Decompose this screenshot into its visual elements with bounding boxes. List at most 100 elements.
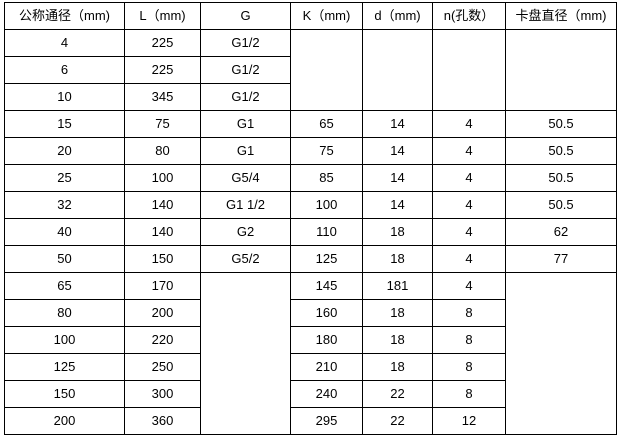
cell-l: 200 [124,299,201,327]
cell-d: 14 [362,137,433,165]
cell-nominal-diameter: 125 [4,353,125,381]
cell-nominal-diameter: 50 [4,245,125,273]
cell-g: G1/2 [200,29,291,57]
cell-g: G5/4 [200,164,291,192]
cell-d: 18 [362,326,433,354]
cell-d: 22 [362,380,433,408]
cell-nominal-diameter: 40 [4,218,125,246]
table-row: 6 225 G1/2 [4,56,617,84]
cell-g: G1 1/2 [200,191,291,219]
specification-table: 公称通径（mm) L（mm) G K（mm) d（mm) n(孔数） 卡盘直径（… [4,2,617,435]
cell-l: 345 [124,83,201,111]
cell-n-holes: 4 [432,245,506,273]
column-header-d: d（mm) [362,2,433,30]
table-body: 4 225 G1/2 6 225 G1/2 10 345 G1/2 15 75 G1 65 14 4 50.5… [4,29,617,435]
table-row: 125 250 210 18 8 [4,353,617,381]
cell-d: 22 [362,407,433,435]
cell-chuck-diameter: 62 [505,218,617,246]
cell-n-holes: 4 [432,110,506,138]
table-row: 50 150 G5/2 125 18 4 77 [4,245,617,273]
cell-nominal-diameter: 200 [4,407,125,435]
table-row: 65 170 145 181 4 [4,272,617,435]
table-row: 150 300 240 22 8 [4,380,617,408]
cell-n-holes: 8 [432,299,506,327]
cell-n-holes: 4 [432,164,506,192]
cell-g: G1/2 [200,56,291,84]
cell-nominal-diameter: 80 [4,299,125,327]
cell-d: 14 [362,191,433,219]
cell-l: 150 [124,245,201,273]
table-header: 公称通径（mm) L（mm) G K（mm) d（mm) n(孔数） 卡盘直径（… [4,2,617,30]
cell-k: 75 [290,137,363,165]
cell-l: 225 [124,56,201,84]
cell-l: 360 [124,407,201,435]
cell-g: G5/2 [200,245,291,273]
spec-table-container: 公称通径（mm) L（mm) G K（mm) d（mm) n(孔数） 卡盘直径（… [4,2,617,435]
cell-nominal-diameter: 100 [4,326,125,354]
cell-nominal-diameter: 10 [4,83,125,111]
column-header-nominal-diameter: 公称通径（mm) [4,2,125,30]
cell-nominal-diameter: 4 [4,29,125,57]
cell-d: 14 [362,110,433,138]
cell-d: 18 [362,218,433,246]
cell-k: 145 [290,272,363,300]
table-row: 40 140 G2 110 18 4 62 [4,218,617,246]
cell-l: 100 [124,164,201,192]
cell-chuck-diameter-blank [505,29,617,111]
table-row: 20 80 G1 75 14 4 50.5 [4,137,617,165]
cell-chuck-diameter: 50.5 [505,191,617,219]
cell-nominal-diameter: 20 [4,137,125,165]
column-header-g: G [200,2,291,30]
cell-g: G1 [200,137,291,165]
cell-n-holes: 8 [432,353,506,381]
table-row: 4 225 G1/2 [4,29,617,111]
column-header-l: L（mm) [124,2,201,30]
cell-k: 295 [290,407,363,435]
cell-l: 225 [124,29,201,57]
cell-nominal-diameter: 25 [4,164,125,192]
cell-d: 18 [362,245,433,273]
cell-n-holes: 4 [432,218,506,246]
cell-k: 240 [290,380,363,408]
table-row: 32 140 G1 1/2 100 14 4 50.5 [4,191,617,219]
cell-l: 80 [124,137,201,165]
cell-k: 110 [290,218,363,246]
cell-g: G1/2 [200,83,291,111]
cell-n-holes: 8 [432,380,506,408]
cell-nominal-diameter: 65 [4,272,125,300]
cell-k: 210 [290,353,363,381]
cell-k-blank [290,29,363,111]
cell-nominal-diameter: 6 [4,56,125,84]
cell-l: 250 [124,353,201,381]
cell-n-blank [432,29,506,111]
cell-nominal-diameter: 15 [4,110,125,138]
cell-l: 300 [124,380,201,408]
cell-k: 125 [290,245,363,273]
column-header-chuck-diameter: 卡盘直径（mm) [505,2,617,30]
cell-l: 170 [124,272,201,300]
cell-chuck-diameter: 50.5 [505,164,617,192]
cell-chuck-diameter: 50.5 [505,110,617,138]
cell-l: 75 [124,110,201,138]
cell-nominal-diameter: 150 [4,380,125,408]
cell-n-holes: 4 [432,191,506,219]
cell-k: 65 [290,110,363,138]
cell-g: G1 [200,110,291,138]
cell-chuck-diameter: 77 [505,245,617,273]
cell-g-blank [200,272,291,435]
table-row: 25 100 G5/4 85 14 4 50.5 [4,164,617,192]
column-header-k: K（mm) [290,2,363,30]
cell-n-holes: 12 [432,407,506,435]
cell-d-blank [362,29,433,111]
cell-k: 100 [290,191,363,219]
cell-k: 85 [290,164,363,192]
cell-d: 181 [362,272,433,300]
cell-g: G2 [200,218,291,246]
header-row: 公称通径（mm) L（mm) G K（mm) d（mm) n(孔数） 卡盘直径（… [4,2,617,30]
table-row: 15 75 G1 65 14 4 50.5 [4,110,617,138]
cell-k: 180 [290,326,363,354]
cell-n-holes: 4 [432,137,506,165]
cell-n-holes: 4 [432,272,506,300]
cell-l: 140 [124,191,201,219]
cell-n-holes: 8 [432,326,506,354]
